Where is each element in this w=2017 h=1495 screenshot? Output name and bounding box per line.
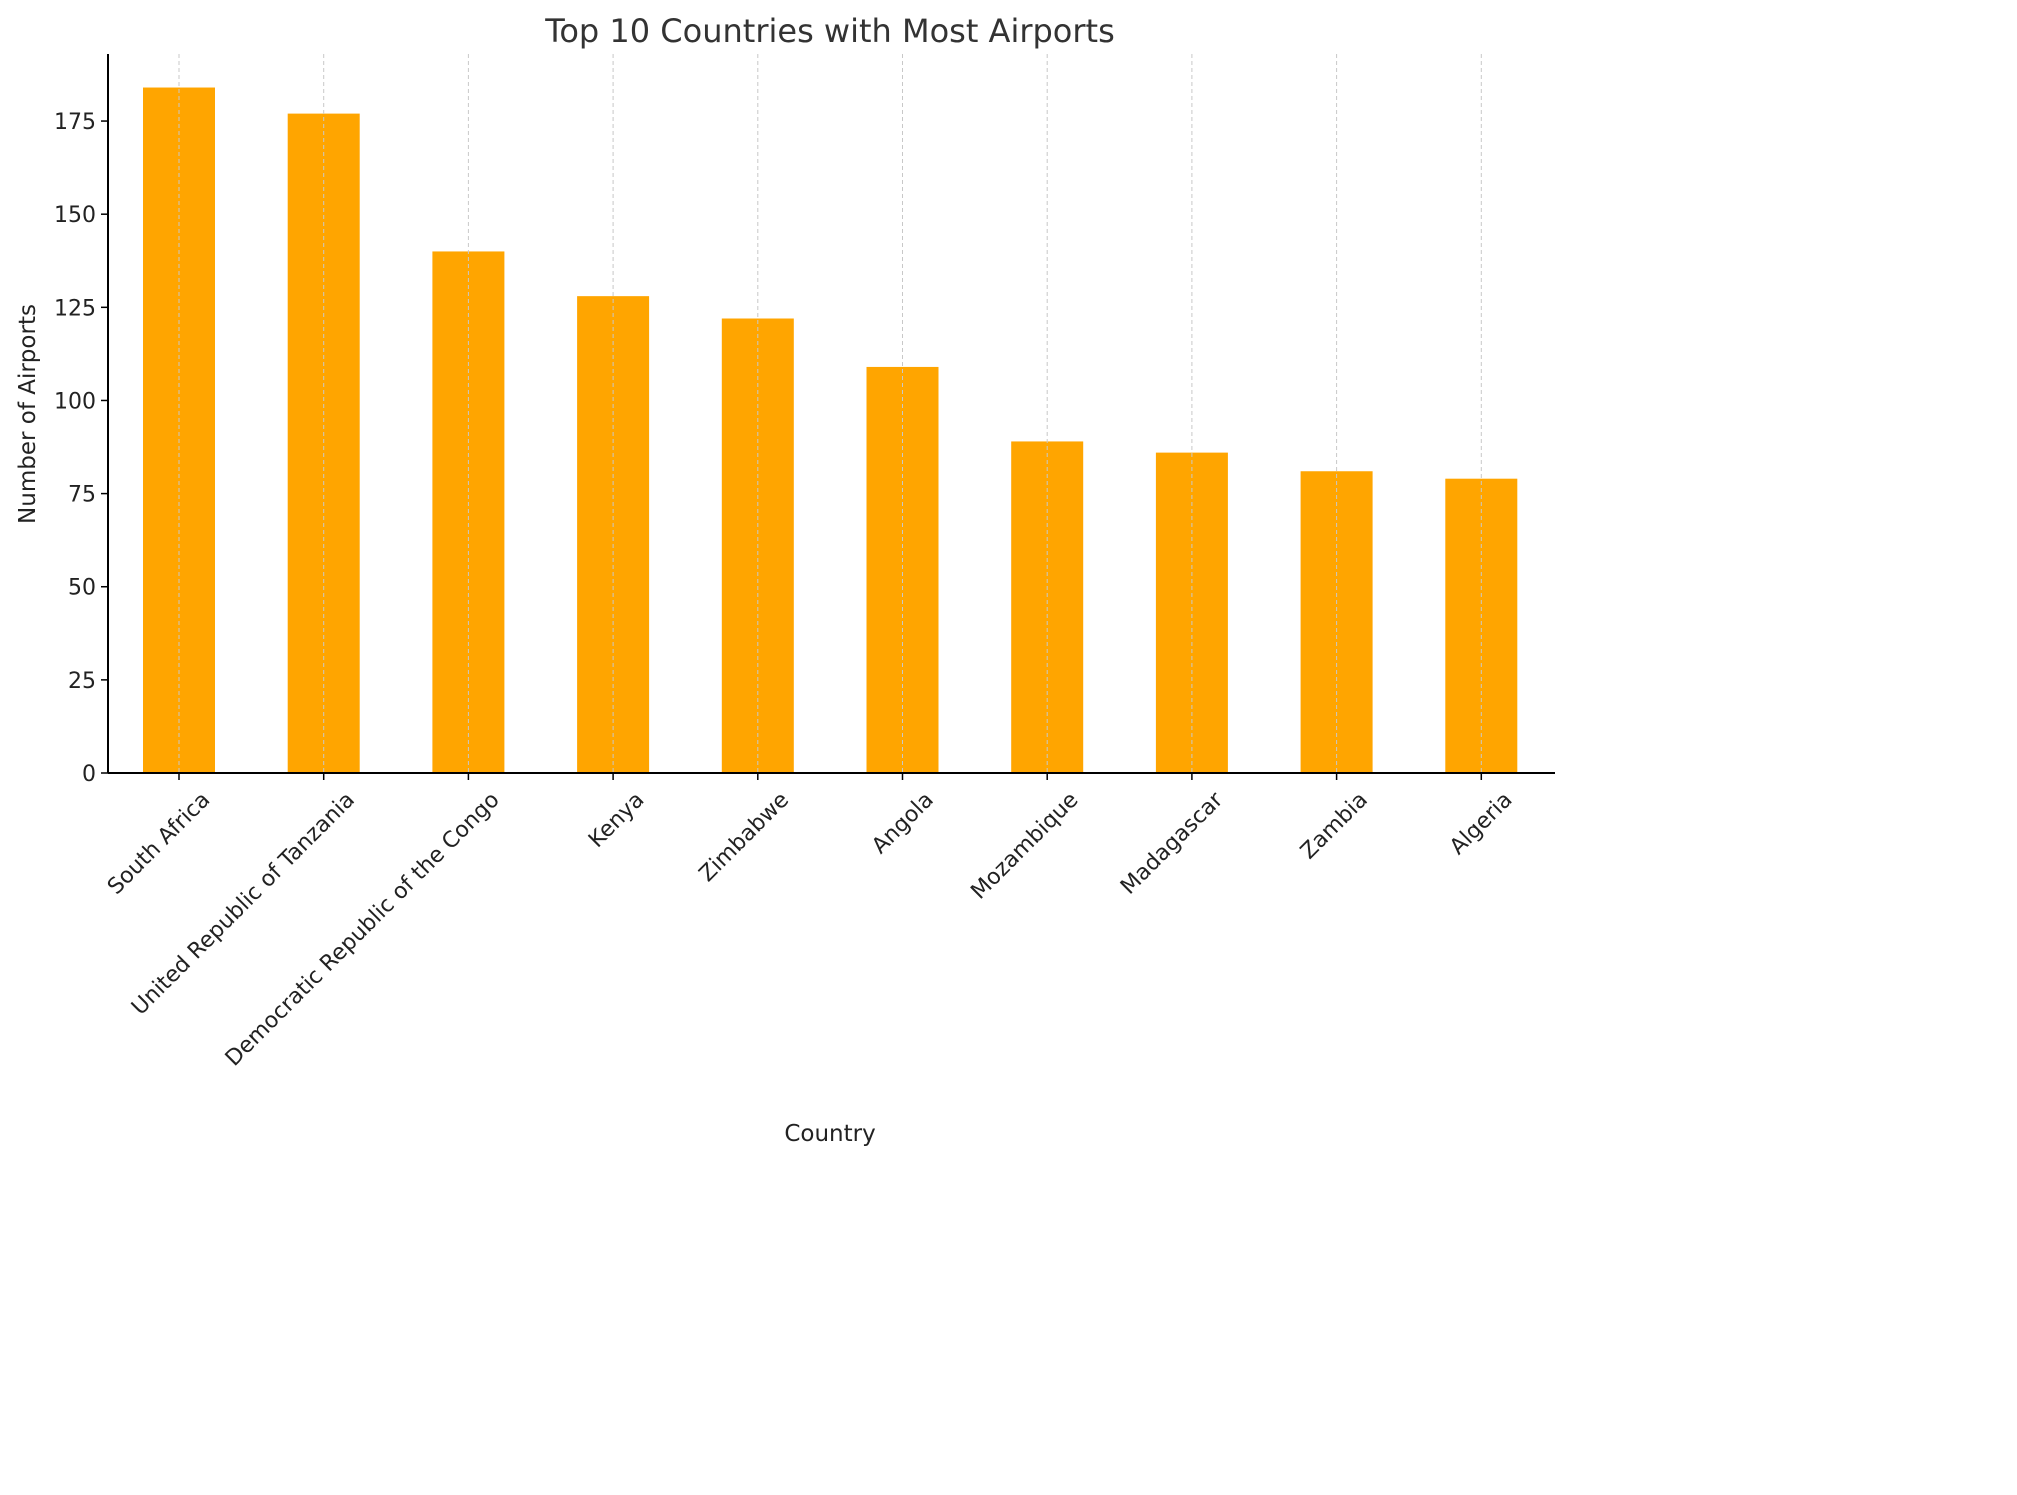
x-tick-label-9: Algeria <box>1445 788 1517 860</box>
y-tick-label-4: 100 <box>54 389 96 414</box>
y-tick-label-6: 150 <box>54 203 96 228</box>
y-ticks: 0 25 50 75 100 125 150 175 <box>54 110 108 787</box>
bar-chart: Top 10 Countries with Most Airports 0 25 5… <box>15 12 1555 1147</box>
y-tick-label-1: 25 <box>68 669 96 694</box>
y-tick-label-2: 50 <box>68 576 96 601</box>
bar-1 <box>287 113 360 774</box>
y-tick-label-0: 0 <box>82 762 96 787</box>
x-tick-label-4: Zimbabwe <box>695 788 794 887</box>
grid-lines-over-bars <box>178 54 1482 773</box>
x-tick-label-5: Angola <box>867 788 938 859</box>
bar-7 <box>1155 452 1228 773</box>
x-tick-label-3: Kenya <box>584 788 649 853</box>
x-tick-label-2: Democratic Republic of the Congo <box>221 788 505 1072</box>
x-tick-label-0: South Africa <box>103 788 215 900</box>
y-tick-label-3: 75 <box>68 483 96 508</box>
bar-9 <box>1445 478 1518 773</box>
x-axis-label: Country <box>784 1121 875 1147</box>
y-axis-label: Number of Airports <box>15 304 41 524</box>
x-tick-label-8: Zambia <box>1296 788 1373 865</box>
bars <box>143 87 1518 774</box>
x-tick-label-7: Madagascar <box>1116 787 1229 900</box>
chart-title: Top 10 Countries with Most Airports <box>544 12 1115 50</box>
y-tick-label-5: 125 <box>54 296 96 321</box>
y-tick-label-7: 175 <box>54 110 96 135</box>
x-tick-label-6: Mozambique <box>966 788 1083 905</box>
